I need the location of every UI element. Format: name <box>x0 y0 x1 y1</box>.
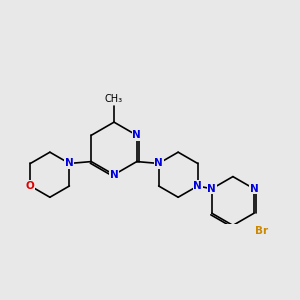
Text: O: O <box>26 181 35 191</box>
Text: N: N <box>132 130 141 140</box>
Text: N: N <box>65 158 74 169</box>
Text: N: N <box>207 184 216 194</box>
Text: N: N <box>154 158 163 169</box>
Text: N: N <box>250 184 258 194</box>
Text: Br: Br <box>255 226 268 236</box>
Text: CH₃: CH₃ <box>105 94 123 104</box>
Text: N: N <box>193 181 202 191</box>
Text: N: N <box>110 170 118 180</box>
